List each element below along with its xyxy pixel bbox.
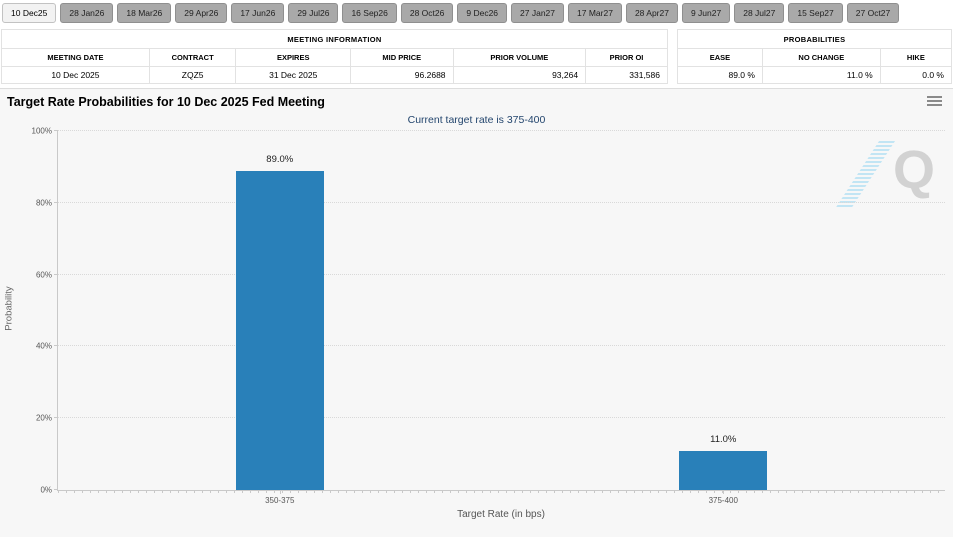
gridline xyxy=(58,201,945,203)
gridline xyxy=(58,345,945,347)
bar-350-375[interactable] xyxy=(235,170,324,490)
probabilities-header: EASE xyxy=(677,48,763,67)
x-axis-title: Target Rate (in bps) xyxy=(457,509,545,520)
gridline xyxy=(58,273,945,275)
meeting-info-header: MEETING DATE xyxy=(1,48,150,67)
meeting-info-value: 331,586 xyxy=(585,66,668,84)
gridline xyxy=(58,417,945,419)
meeting-info-value: ZQZ5 xyxy=(148,66,237,84)
y-tick-label: 100% xyxy=(31,126,52,136)
tab-28-oct26[interactable]: 28 Oct26 xyxy=(400,3,454,23)
tab-28-apr27[interactable]: 28 Apr27 xyxy=(625,3,678,23)
probabilities-header: HIKE xyxy=(879,48,953,67)
bar-value-label: 11.0% xyxy=(710,433,737,445)
tab-9-jun27[interactable]: 9 Jun27 xyxy=(681,3,731,23)
tab-18-mar26[interactable]: 18 Mar26 xyxy=(117,3,172,23)
meeting-info-header: CONTRACT xyxy=(148,48,237,67)
meeting-info-value: 10 Dec 2025 xyxy=(1,66,150,84)
y-tick-label: 80% xyxy=(35,198,52,208)
tab-27-oct27[interactable]: 27 Oct27 xyxy=(846,3,900,23)
x-category-tick xyxy=(723,490,725,494)
meeting-info-title: MEETING INFORMATION xyxy=(1,29,668,49)
quikstrike-watermark-icon: Q xyxy=(834,141,937,211)
meeting-info-header: EXPIRES xyxy=(235,48,351,67)
y-tick-label: 20% xyxy=(35,413,52,423)
y-tick-label: 40% xyxy=(35,341,52,351)
probabilities-value: 11.0 % xyxy=(761,66,881,84)
y-tick-mark xyxy=(54,273,58,275)
tab-16-sep26[interactable]: 16 Sep26 xyxy=(342,3,397,23)
meeting-date-tabs: 10 Dec25 28 Jan26 18 Mar26 29 Apr26 17 Jun26… xyxy=(0,0,953,27)
bar-375-400[interactable] xyxy=(679,450,768,490)
x-category-label: 375-400 xyxy=(708,496,738,505)
meeting-info-value: 93,264 xyxy=(452,66,587,84)
gridline xyxy=(58,130,945,131)
meeting-info-value: 96.2688 xyxy=(349,66,454,84)
chart-title: Target Rate Probabilities for 10 Dec 202… xyxy=(7,95,325,109)
y-tick-mark xyxy=(54,489,58,490)
y-tick-mark xyxy=(54,130,58,131)
meeting-info-header: PRIOR VOLUME xyxy=(452,48,587,67)
probabilities-table: PROBABILITIES EASE NO CHANGE HIKE 89.0 % 11… xyxy=(677,29,953,84)
tab-27-jan27[interactable]: 27 Jan27 xyxy=(511,3,565,23)
tab-29-jul26[interactable]: 29 Jul26 xyxy=(288,3,339,23)
y-tick-mark xyxy=(54,201,58,203)
meeting-info-table: MEETING INFORMATION MEETING DATE CONTRACT… xyxy=(1,29,668,84)
probabilities-title: PROBABILITIES xyxy=(677,29,952,49)
tab-28-jul27[interactable]: 28 Jul27 xyxy=(734,3,785,23)
tab-9-dec26[interactable]: 9 Dec26 xyxy=(457,3,508,23)
tab-28-jan26[interactable]: 28 Jan26 xyxy=(60,3,114,23)
y-axis-title: Probability xyxy=(3,286,15,331)
probabilities-value: 89.0 % xyxy=(677,66,763,84)
tab-15-sep27[interactable]: 15 Sep27 xyxy=(788,3,843,23)
tab-17-jun26[interactable]: 17 Jun26 xyxy=(231,3,285,23)
bar-value-label: 89.0% xyxy=(266,153,294,165)
tab-10-dec25[interactable]: 10 Dec25 xyxy=(2,3,57,23)
probabilities-value: 0.0 % xyxy=(879,66,953,84)
y-tick-label: 0% xyxy=(40,485,52,495)
x-category-tick xyxy=(279,490,281,494)
y-tick-label: 60% xyxy=(35,270,52,280)
plot-area: Q 0% 20% 40% 60% 80% 100% 89.0% 350-375 11.0% 375… xyxy=(32,127,945,505)
x-category-label: 350-375 xyxy=(265,496,295,505)
summary-tables: MEETING INFORMATION MEETING DATE CONTRACT… xyxy=(0,29,953,85)
y-tick-mark xyxy=(54,417,58,419)
meeting-info-header: PRIOR OI xyxy=(585,48,668,67)
probabilities-header: NO CHANGE xyxy=(761,48,881,67)
y-tick-mark xyxy=(54,345,58,347)
tab-29-apr26[interactable]: 29 Apr26 xyxy=(175,3,228,23)
tab-17-mar27[interactable]: 17 Mar27 xyxy=(568,3,622,23)
hamburger-menu-icon[interactable] xyxy=(927,96,942,108)
meeting-info-value: 31 Dec 2025 xyxy=(235,66,351,84)
meeting-info-header: MID PRICE xyxy=(349,48,454,67)
chart-subtitle: Current target rate is 375-400 xyxy=(407,114,546,126)
chart-panel: Target Rate Probabilities for 10 Dec 202… xyxy=(0,88,953,537)
